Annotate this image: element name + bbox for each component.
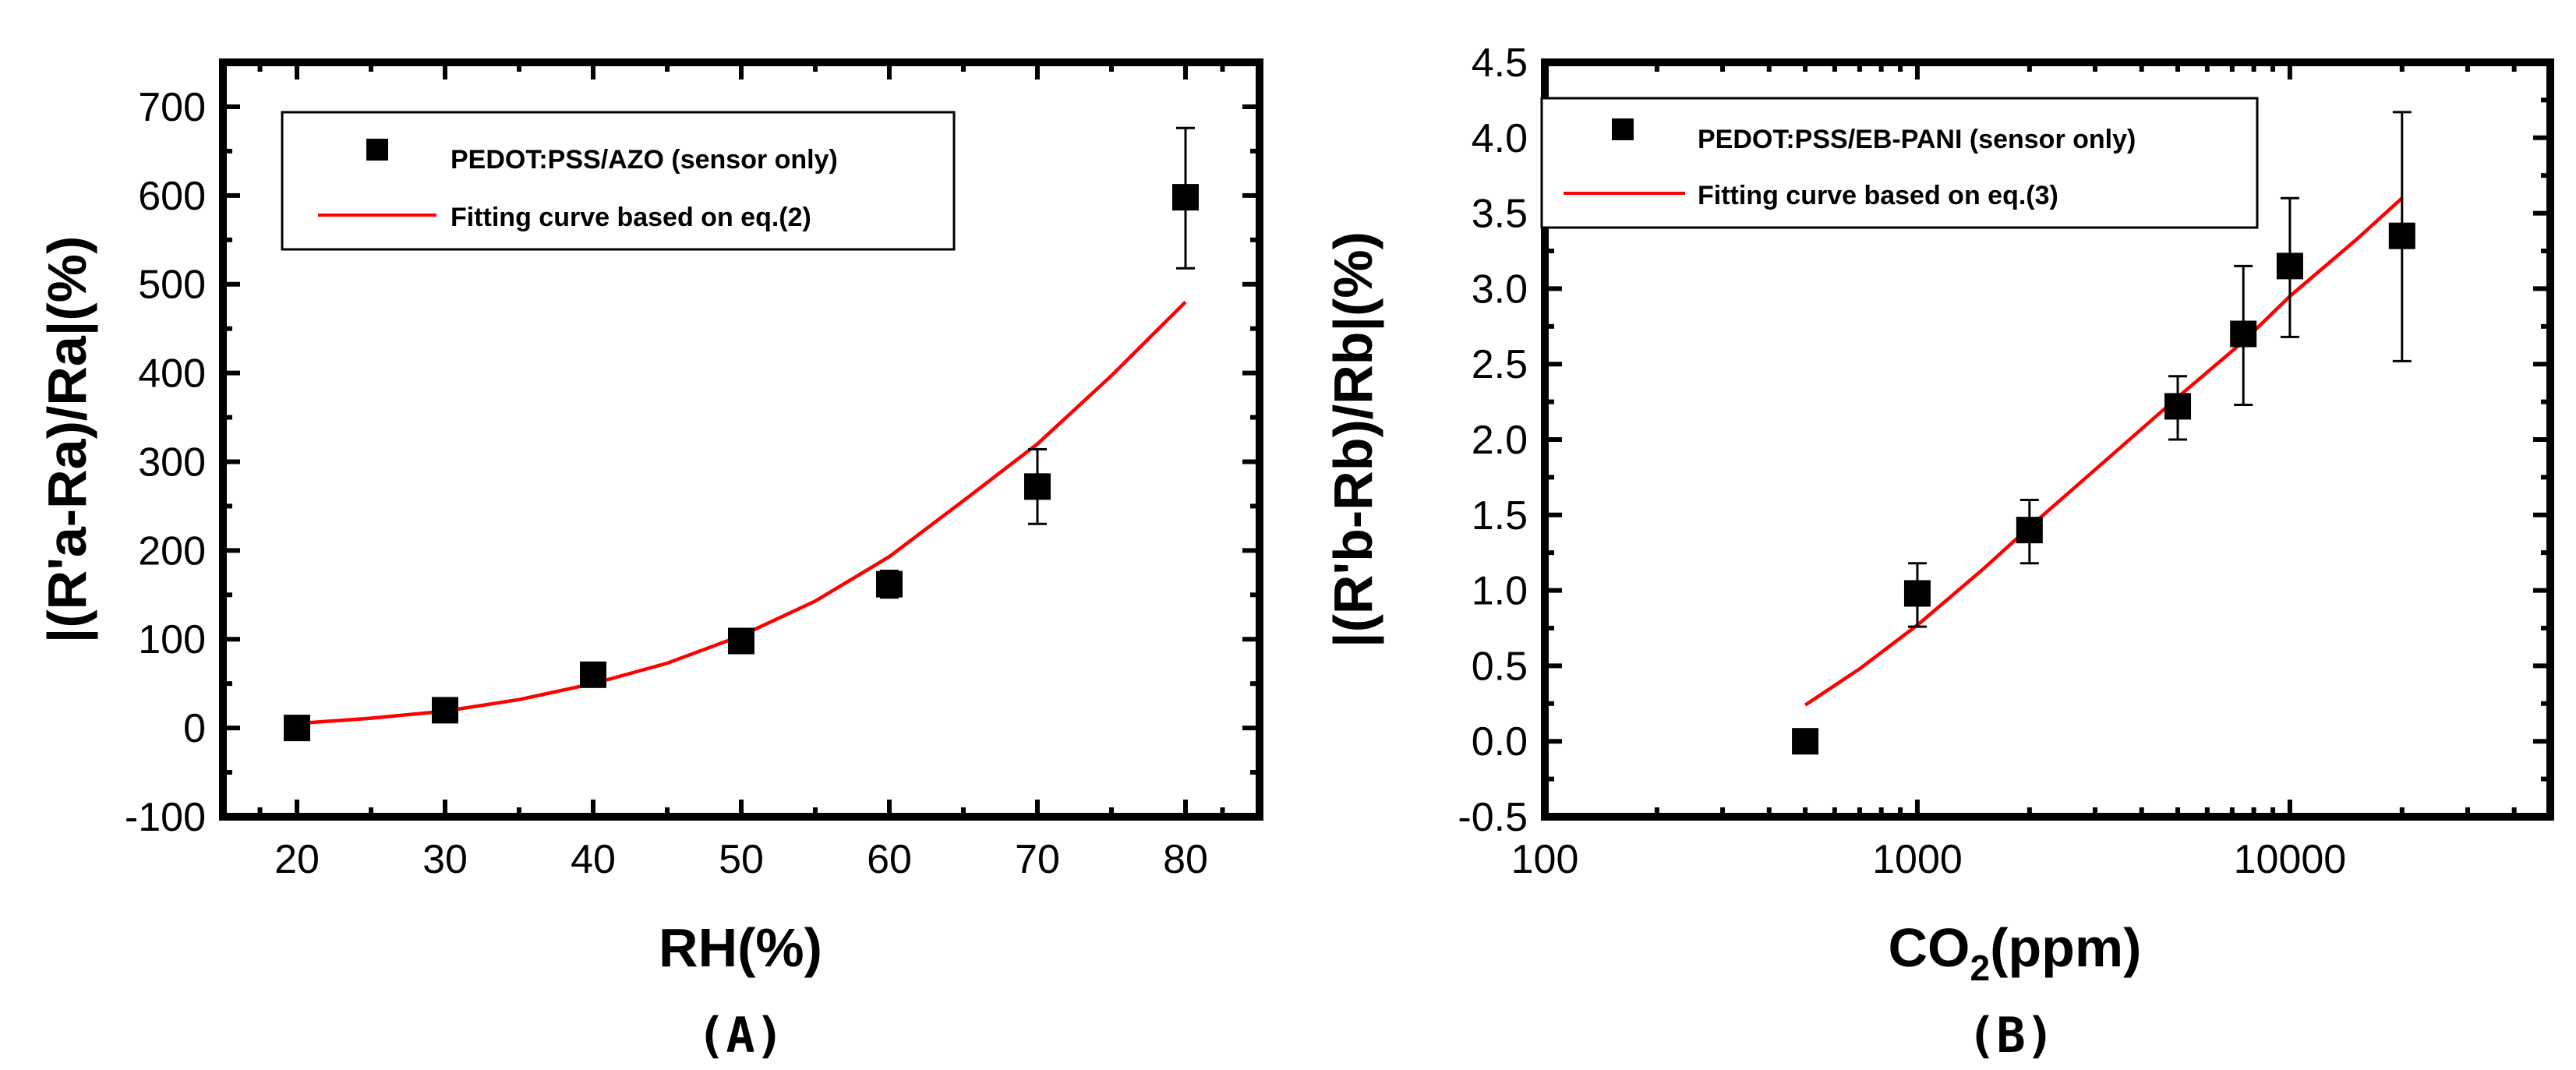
y-tick-label: 3.5 (1472, 192, 1528, 237)
chart-b-y-tick-labels: -0.5 0.0 0.5 1.0 1.5 2.0 2.5 3.0 3.5 4.0 4.5 (1458, 41, 1528, 840)
data-point (432, 697, 458, 724)
data-point (2164, 393, 2192, 420)
y-tick-label: 0.5 (1472, 644, 1528, 689)
data-point (2016, 517, 2043, 544)
chart-b-x-axis-label-tail: (ppm) (1990, 917, 2141, 978)
chart-b-x-axis-label-main: CO (1889, 917, 1970, 978)
y-tick-label: 200 (138, 528, 206, 574)
chart-b-legend (1540, 97, 2259, 229)
data-point (1903, 580, 1931, 607)
chart-a-legend (281, 111, 956, 251)
y-tick-label: 0 (183, 706, 206, 751)
chart-b-fit-series (1804, 196, 2404, 707)
y-tick-label: 3.0 (1472, 267, 1528, 312)
data-point (876, 570, 903, 598)
chart-b: -0.50.00.51.01.52.02.53.03.54.04.5 100 10… (1323, 41, 2554, 1064)
x-tick-label: 50 (719, 837, 764, 882)
chart-a-fit-series (296, 300, 1187, 726)
data-point (1024, 473, 1051, 500)
chart-b-data-series (1792, 111, 2415, 755)
chart-a-legend-label-data: PEDOT:PSS/AZO (sensor only) (451, 145, 838, 175)
chart-a-legend-marker-icon (366, 139, 388, 161)
chart-a-legend-label-fit: Fitting curve based on eq.(2) (451, 203, 811, 232)
y-tick-label: 300 (138, 440, 206, 485)
data-point (2276, 252, 2303, 280)
x-tick-label: 80 (1163, 837, 1208, 882)
chart-b-x-axis-label-subscript: 2 (1970, 948, 1991, 988)
chart-a-x-axis-label: RH(%) (659, 917, 822, 978)
y-tick-label: 0.0 (1472, 719, 1528, 765)
y-tick-label: 500 (138, 263, 206, 308)
y-tick-label: 4.5 (1472, 41, 1528, 86)
data-point (1172, 184, 1199, 211)
x-tick-label: 1000 (1872, 837, 1963, 882)
chart-b-y-axis-label: |(R'b-Rb)/Rb|(%) (1323, 231, 1384, 648)
y-tick-label: -100 (125, 795, 206, 840)
data-point (1792, 728, 1819, 755)
fit-curve-line (296, 300, 1187, 726)
x-tick-label: 40 (571, 837, 616, 882)
x-tick-label: 10000 (2234, 837, 2347, 882)
y-tick-label: 1.5 (1472, 493, 1528, 539)
y-tick-label: 700 (138, 85, 206, 130)
y-tick-label: 2.5 (1472, 342, 1528, 387)
chart-b-panel-label: (B) (1967, 1007, 2055, 1064)
chart-a: -100 0 100 200 300 400 500 600 700 20 30 40 50 60 70 8… (37, 58, 1263, 1064)
chart-b-x-axis-label: CO2(ppm) (1889, 917, 2142, 988)
data-point (284, 715, 310, 742)
x-tick-label: 100 (1511, 837, 1579, 882)
x-tick-label: 60 (867, 837, 912, 882)
chart-a-x-tick-labels: 20 30 40 50 60 70 80 (274, 837, 1208, 882)
chart-a-ticks (223, 62, 1260, 819)
data-point (2230, 320, 2257, 348)
chart-b-legend-marker-icon (1612, 118, 1634, 140)
y-tick-label: 100 (138, 617, 206, 662)
chart-a-data-series (284, 126, 1199, 742)
fit-curve-line (1804, 196, 2404, 707)
y-tick-label: 2.0 (1472, 418, 1528, 463)
y-tick-label: 600 (138, 174, 206, 219)
y-tick-label: -0.5 (1458, 795, 1528, 840)
x-tick-label: 30 (422, 837, 468, 882)
chart-a-y-axis-label: |(R'a-Ra)/Ra|(%) (37, 236, 98, 644)
chart-b-legend-label-fit: Fitting curve based on eq.(3) (1698, 181, 2058, 210)
chart-a-y-tick-labels: -100 0 100 200 300 400 500 600 700 (125, 85, 206, 840)
data-point (580, 661, 606, 688)
data-point (728, 627, 754, 655)
y-tick-label: 400 (138, 351, 206, 397)
data-point (2388, 222, 2415, 249)
y-tick-label: 1.0 (1472, 569, 1528, 614)
chart-a-panel-label: (A) (697, 1007, 784, 1064)
x-tick-label: 20 (274, 837, 320, 882)
y-tick-label: 4.0 (1472, 116, 1528, 161)
x-tick-label: 70 (1015, 837, 1060, 882)
chart-b-x-tick-labels: 100 1000 10000 (1511, 837, 2347, 882)
chart-b-legend-label-data: PEDOT:PSS/EB-PANI (sensor only) (1698, 125, 2136, 154)
